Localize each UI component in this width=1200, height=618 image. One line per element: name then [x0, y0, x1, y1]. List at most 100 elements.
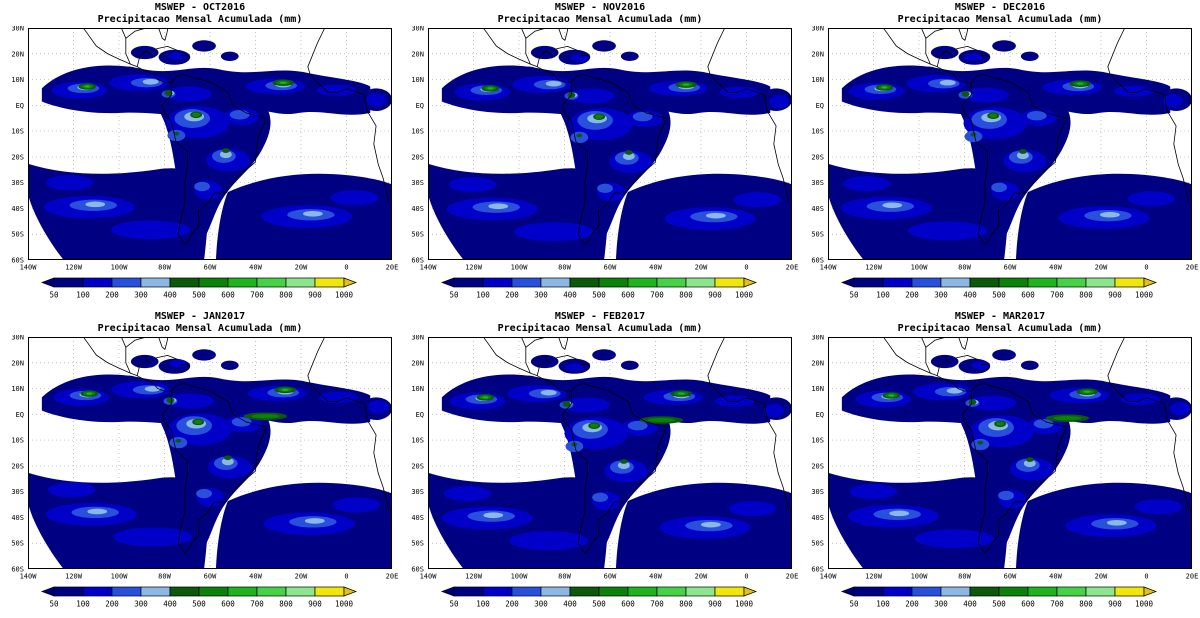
colorbar-tick-label: 600	[221, 600, 235, 609]
map-canvas	[28, 28, 392, 260]
lon-tick-label: 120W	[65, 573, 83, 581]
lat-tick-label: 30S	[411, 179, 424, 187]
colorbar-tick-label: 50	[49, 600, 59, 609]
lon-tick-label: 100W	[511, 573, 529, 581]
colorbar-above-arrow	[1143, 277, 1157, 288]
lat-tick-label: 30S	[11, 179, 24, 187]
lat-tick-label: 60S	[411, 257, 424, 265]
lat-tick-label: 30S	[11, 488, 24, 496]
lat-tick-label: 20N	[411, 50, 424, 58]
lon-tick-label: 20E	[1186, 264, 1199, 272]
lat-tick-label: 50S	[811, 540, 824, 548]
lon-tick-label: 80W	[958, 573, 971, 581]
lat-tick-label: 30S	[811, 488, 824, 496]
colorbar-tick-label: 400	[163, 291, 177, 300]
colorbar-tick-label: 1000	[1135, 291, 1154, 300]
colorbar-below-arrow	[441, 277, 455, 288]
lat-tick-label: 30N	[811, 26, 824, 33]
colorbar: 50 100 200 300 400 500 600 700 800 900 1000	[41, 277, 357, 300]
map-panel-feb2017: MSWEP - FEB2017 Precipitacao Mensal Acum…	[400, 309, 800, 618]
lat-tick-label: 50S	[411, 231, 424, 239]
colorbar-tick-label: 600	[221, 291, 235, 300]
colorbar-tick-label: 300	[934, 291, 948, 300]
map-frame	[828, 28, 1191, 259]
map-panel-dec2016: MSWEP - DEC2016 Precipitacao Mensal Acum…	[800, 0, 1200, 309]
colorbar-tick-label: 500	[592, 291, 606, 300]
panel-caption: MSWEP - FEB2017 Precipitacao Mensal Acum…	[400, 309, 800, 335]
colorbar-tick-label: 1000	[335, 291, 354, 300]
colorbar-tick-label: 300	[134, 291, 148, 300]
lat-tick-label: 50S	[411, 540, 424, 548]
lon-tick-label: 80W	[558, 573, 571, 581]
lon-tick-label: 100W	[511, 264, 529, 272]
lat-tick-label: 20S	[11, 153, 24, 161]
lat-tick-label: 40S	[11, 205, 24, 213]
lat-tick-label: 10S	[411, 128, 424, 136]
colorbar-below-arrow	[41, 586, 55, 597]
lon-tick-label: 20E	[386, 264, 399, 272]
lon-tick-label: 100W	[911, 264, 929, 272]
colorbar-tick-label: 50	[49, 291, 59, 300]
lat-tick-label: 10N	[11, 76, 24, 84]
coastlines	[83, 28, 388, 245]
lon-tick-label: 60W	[204, 264, 217, 272]
panel-subtitle: Precipitacao Mensal Acumulada (mm)	[497, 14, 703, 25]
colorbar-tick-label: 200	[905, 600, 919, 609]
coastlines	[483, 28, 788, 245]
lon-tick-label: 120W	[465, 573, 483, 581]
panel-caption: MSWEP - NOV2016 Precipitacao Mensal Acum…	[400, 0, 800, 26]
lon-tick-label: 20E	[1186, 573, 1199, 581]
panel-caption: MSWEP - MAR2017 Precipitacao Mensal Acum…	[800, 309, 1200, 335]
lon-tick-label: 20W	[295, 573, 308, 581]
colorbar-tick-label: 700	[1050, 291, 1064, 300]
colorbar-above-arrow	[743, 586, 757, 597]
lon-tick-label: 120W	[65, 264, 83, 272]
map-frame	[428, 337, 791, 568]
lat-tick-label: 60S	[811, 257, 824, 265]
lat-tick-label: 10S	[811, 128, 824, 136]
precipitation-shading	[828, 40, 1192, 260]
colorbar-tick-label: 800	[679, 600, 693, 609]
colorbar-above-arrow	[343, 586, 357, 597]
lon-tick-label: 20W	[295, 264, 308, 272]
panel-title: MSWEP - DEC2016	[954, 2, 1046, 13]
colorbar-tick-label: 700	[1050, 600, 1064, 609]
lat-tick-label: 10N	[811, 385, 824, 393]
map-frame	[828, 337, 1191, 568]
panel-title: MSWEP - JAN2017	[154, 311, 246, 322]
lon-tick-label: 100W	[111, 264, 129, 272]
colorbar-above-arrow	[743, 277, 757, 288]
map-panel-oct2016: MSWEP - OCT2016 Precipitacao Mensal Acum…	[0, 0, 400, 309]
lat-tick-label: 20S	[11, 462, 24, 470]
lon-tick-label: 40W	[649, 264, 662, 272]
lat-tick-label: EQ	[416, 102, 424, 110]
panel-title: MSWEP - NOV2016	[554, 2, 646, 13]
map-plot: 30N 20N 10N EQ 10S 20S 30S 40S 50S 60S 140W 120W 100…	[400, 25, 800, 308]
colorbar-tick-label: 500	[992, 600, 1006, 609]
colorbar-tick-label: 500	[592, 600, 606, 609]
colorbar-tick-label: 50	[849, 291, 859, 300]
lat-tick-label: 30S	[411, 488, 424, 496]
lat-tick-label: 60S	[11, 566, 24, 574]
lon-tick-label: 0	[744, 264, 748, 272]
colorbar-tick-label: 600	[621, 600, 635, 609]
lat-tick-label: 30N	[411, 335, 424, 342]
colorbar-tick-label: 400	[563, 600, 577, 609]
lat-tick-label: 60S	[11, 257, 24, 265]
lat-tick-label: 30N	[411, 26, 424, 33]
map-plot: 30N 20N 10N EQ 10S 20S 30S 40S 50S 60S 140W 120W 100…	[800, 334, 1200, 617]
colorbar-tick-label: 400	[963, 600, 977, 609]
map-canvas	[428, 28, 792, 260]
colorbar: 50 100 200 300 400 500 600 700 800 900 1000	[41, 586, 357, 609]
lat-tick-label: EQ	[16, 411, 24, 419]
lon-tick-label: 140W	[820, 573, 838, 581]
lat-tick-label: 50S	[11, 540, 24, 548]
colorbar-tick-label: 900	[708, 291, 722, 300]
lon-tick-label: 0	[344, 264, 348, 272]
colorbar-tick-label: 100	[476, 291, 490, 300]
colorbar-tick-label: 300	[534, 291, 548, 300]
lat-tick-label: 30N	[11, 335, 24, 342]
